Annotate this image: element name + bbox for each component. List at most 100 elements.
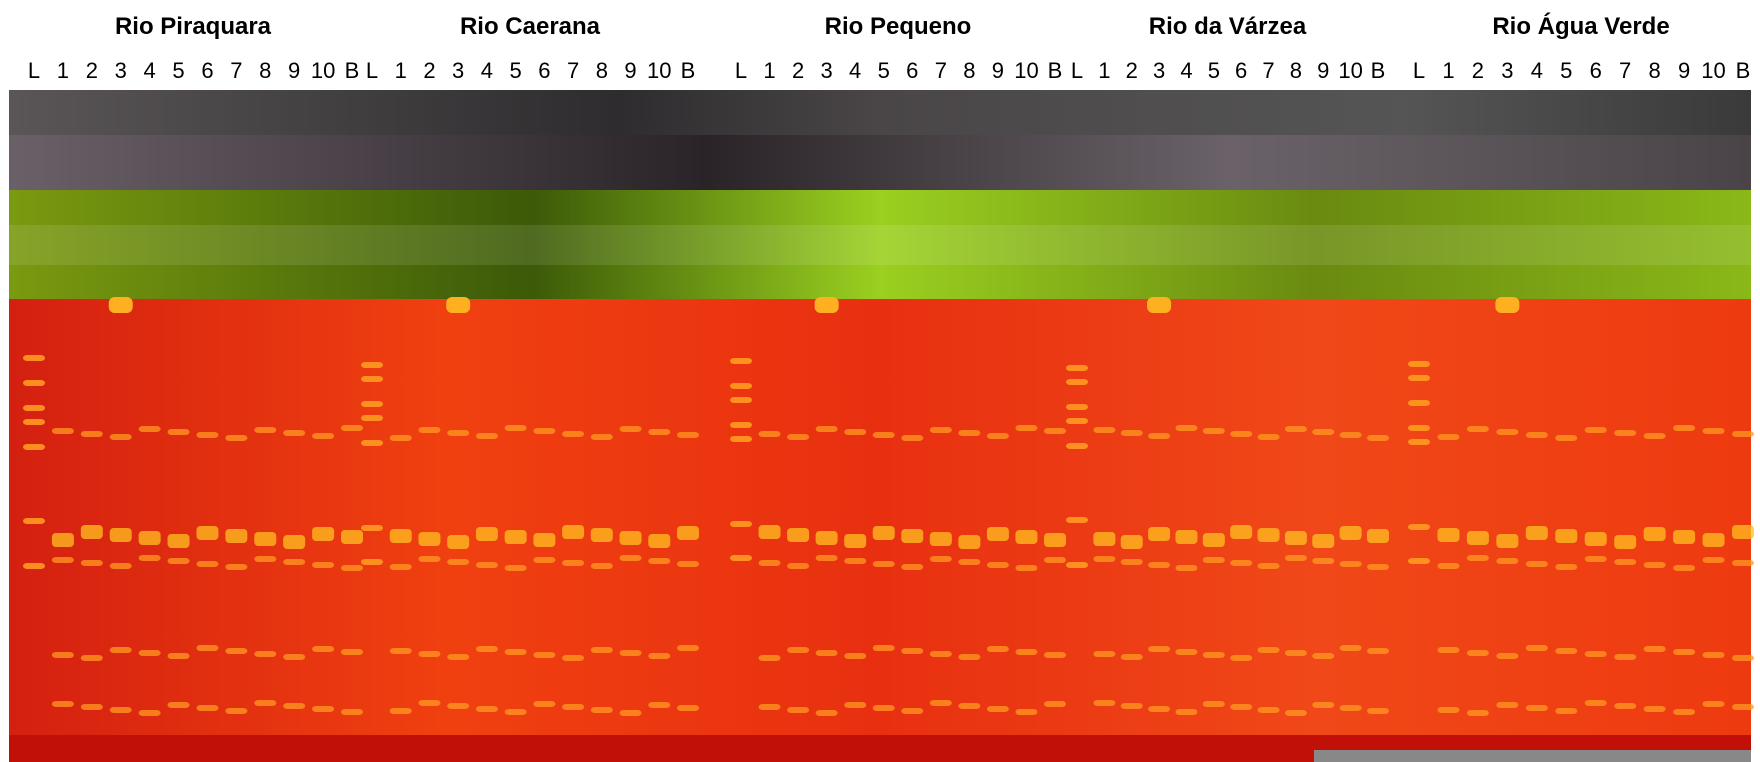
gel-band: [677, 705, 699, 711]
gel-band: [1066, 562, 1088, 568]
gel-band: [844, 702, 867, 708]
gel-band: [872, 705, 895, 711]
gel-band: [109, 434, 132, 440]
gel-band: [562, 655, 585, 661]
lane-label: 2: [1126, 58, 1138, 83]
gel-band: [312, 646, 335, 652]
gel-band: [23, 380, 45, 386]
group-title: Rio Piraquara: [115, 13, 272, 40]
lane-label: L: [1413, 58, 1425, 83]
gel-band: [1175, 425, 1198, 431]
gel-band: [1120, 559, 1143, 565]
gel-band: [312, 433, 335, 439]
gel-band: [1643, 646, 1666, 652]
gel-band: [730, 358, 752, 364]
gel-band: [1673, 425, 1696, 431]
gel-band: [1466, 650, 1489, 656]
gel-band: [418, 556, 441, 562]
lane-label: 5: [878, 58, 890, 83]
lane-label: 2: [792, 58, 804, 83]
gel-band: [648, 558, 671, 564]
gel-band: [475, 562, 498, 568]
gel-band: [1015, 425, 1038, 431]
gel-band: [929, 556, 952, 562]
gel-band: [341, 565, 363, 571]
gel-band: [758, 560, 781, 566]
gel-band: [901, 435, 924, 441]
gel-band: [283, 654, 306, 660]
gel-band: [1584, 700, 1607, 706]
well-spot: [814, 297, 839, 313]
lane-label: 10: [1338, 58, 1362, 83]
gel-band: [341, 425, 363, 431]
gel-band: [1584, 427, 1607, 433]
gel-band: [1437, 563, 1460, 569]
gel-band: [1408, 400, 1430, 406]
gel-band: [138, 426, 161, 432]
gel-band: [312, 527, 335, 541]
gel-band: [1525, 645, 1548, 651]
gel-band: [1408, 375, 1430, 381]
gel-band: [787, 434, 810, 440]
lane-label: 7: [567, 58, 579, 83]
gel-band: [619, 426, 642, 432]
gel-band: [986, 527, 1009, 541]
gel-band: [447, 654, 470, 660]
gel-band: [1175, 709, 1198, 715]
gel-band: [1175, 649, 1198, 655]
gel-band: [225, 564, 248, 570]
lane-label: 1: [1442, 58, 1454, 83]
gel-strip: [9, 265, 1751, 299]
gel-band: [648, 534, 671, 548]
gel-band: [1093, 556, 1116, 562]
gel-band: [1732, 704, 1754, 710]
gel-band: [389, 435, 412, 441]
gel-band: [815, 710, 838, 716]
gel-band: [1093, 532, 1116, 546]
lane-label: 10: [647, 58, 671, 83]
gel-band: [1044, 701, 1066, 707]
gel-band: [787, 707, 810, 713]
lane-label: 3: [821, 58, 833, 83]
lane-label: 9: [624, 58, 636, 83]
gel-band: [1496, 534, 1519, 548]
gel-band: [418, 700, 441, 706]
gel-band: [872, 561, 895, 567]
gel-band: [1339, 432, 1362, 438]
gel-band: [1015, 565, 1038, 571]
gel-band: [1284, 710, 1307, 716]
gel-band: [1466, 555, 1489, 561]
gel-band: [1408, 558, 1430, 564]
gel-band: [23, 419, 45, 425]
gel-band: [1614, 535, 1637, 549]
gel-band: [138, 650, 161, 656]
gel-band: [196, 432, 219, 438]
gel-band: [475, 646, 498, 652]
lane-label: 8: [1649, 58, 1661, 83]
gel-band: [254, 532, 277, 546]
gel-band: [1367, 564, 1389, 570]
gel-band: [504, 709, 527, 715]
gel-band: [80, 525, 103, 539]
gel-band: [1614, 430, 1637, 436]
gel-band: [1093, 651, 1116, 657]
gel-band: [648, 429, 671, 435]
lane-label: 1: [395, 58, 407, 83]
gel-band: [533, 428, 556, 434]
gel-band: [844, 558, 867, 564]
group-title: Rio Pequeno: [825, 13, 972, 40]
gel-band: [1066, 443, 1088, 449]
gel-band: [787, 528, 810, 542]
gel-band: [619, 650, 642, 656]
gel-band: [648, 653, 671, 659]
gel-band: [1202, 428, 1225, 434]
well-spot: [108, 297, 133, 313]
gel-band: [815, 426, 838, 432]
gel-band: [418, 427, 441, 433]
gel-band: [872, 645, 895, 651]
gel-band: [1230, 560, 1253, 566]
gel-band: [1525, 526, 1548, 540]
gel-band: [1066, 365, 1088, 371]
gel-band: [1312, 429, 1335, 435]
